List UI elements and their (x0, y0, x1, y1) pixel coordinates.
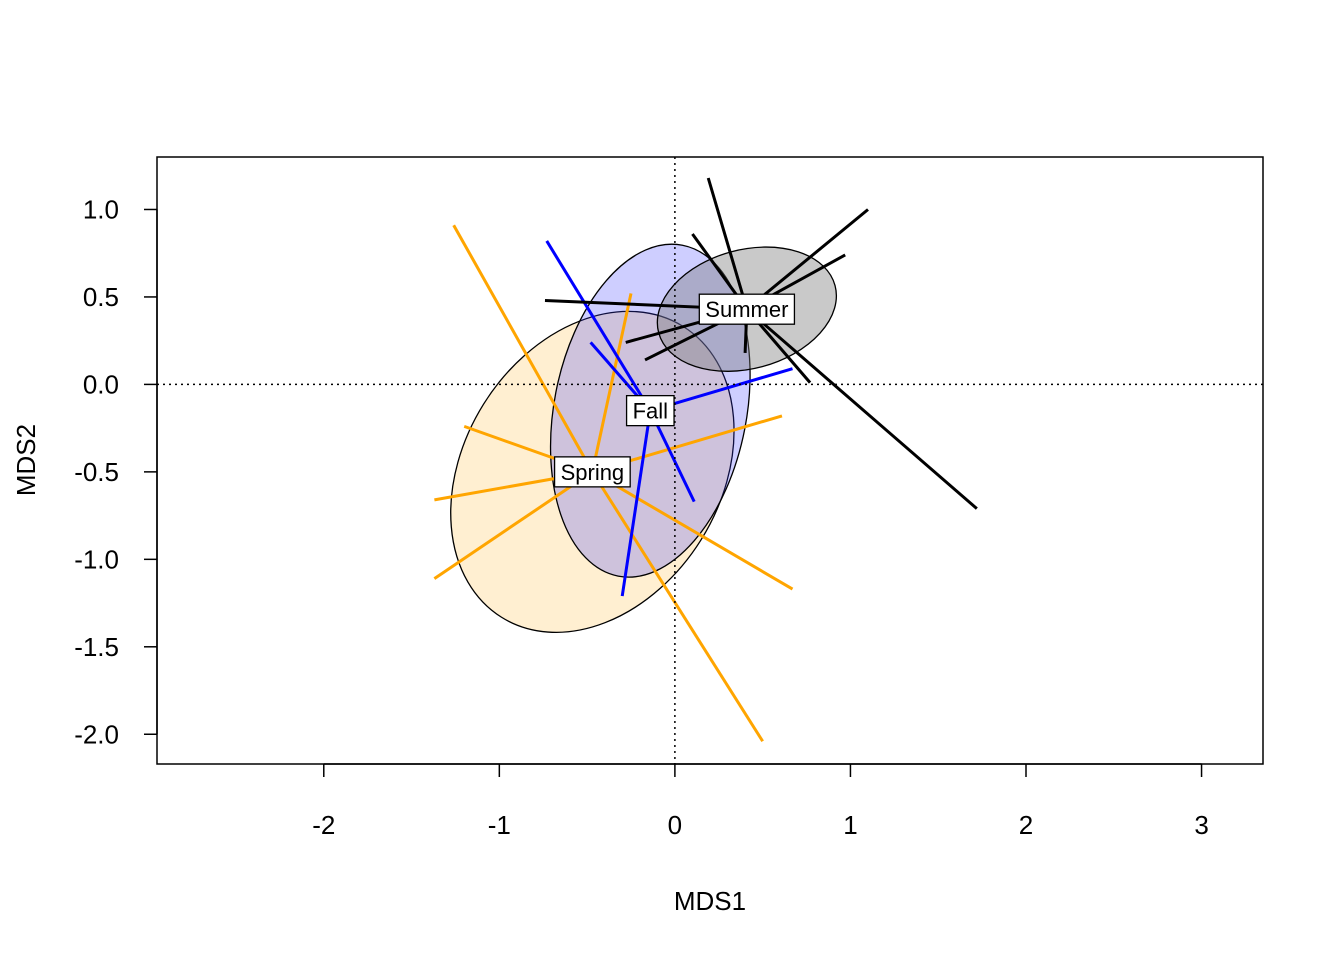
fall-spider-line-5 (620, 410, 652, 597)
spring-spider-line-2 (590, 293, 633, 473)
x-axis: -2 -1 0 1 2 3 (312, 763, 1209, 840)
x-tick-label: 2 (1019, 810, 1033, 840)
spring-label: Spring (561, 460, 625, 485)
x-axis-title: MDS1 (674, 886, 746, 916)
spring-spider-line-8 (591, 471, 764, 743)
y-tick-label: -0.5 (74, 457, 119, 487)
summer-spider-line-1 (706, 177, 749, 310)
summer-label-box (698, 293, 796, 325)
spring-spider-line-1 (452, 224, 594, 473)
fall-label-box (625, 394, 675, 427)
y-axis: 1.0 0.5 0.0 -0.5 -1.0 -1.5 -2.0 (74, 194, 158, 749)
x-tick-label: -1 (488, 810, 511, 840)
fall-spider-line-1 (545, 240, 652, 412)
y-tick-label: -2.0 (74, 719, 119, 749)
y-axis-title: MDS2 (11, 424, 41, 496)
y-tick-label: -1.5 (74, 632, 119, 662)
spring-spider-line-7 (591, 470, 794, 591)
spring-spider-line-5 (433, 470, 594, 580)
spring-label-group: Spring (553, 456, 631, 488)
summer-spider-line-3 (745, 208, 869, 311)
fall-label: Fall (633, 399, 668, 424)
summer-label: Summer (705, 297, 788, 322)
x-tick-label: 1 (843, 810, 857, 840)
y-tick-label: 0.0 (83, 369, 119, 399)
x-tick-label: 3 (1194, 810, 1208, 840)
x-tick-label: 0 (668, 810, 682, 840)
reference-lines (157, 157, 1263, 764)
group-centroid-labels: Spring Fall Summer (553, 293, 796, 488)
y-tick-label: -1.0 (74, 544, 119, 574)
group-spider-lines (433, 177, 978, 743)
y-tick-label: 0.5 (83, 282, 119, 312)
summer-label-group: Summer (698, 293, 796, 325)
summer-spider-line-10 (745, 308, 978, 510)
spring-label-box (553, 456, 631, 488)
x-tick-label: -2 (312, 810, 335, 840)
y-tick-label: 1.0 (83, 194, 119, 224)
fall-label-group: Fall (625, 394, 675, 427)
